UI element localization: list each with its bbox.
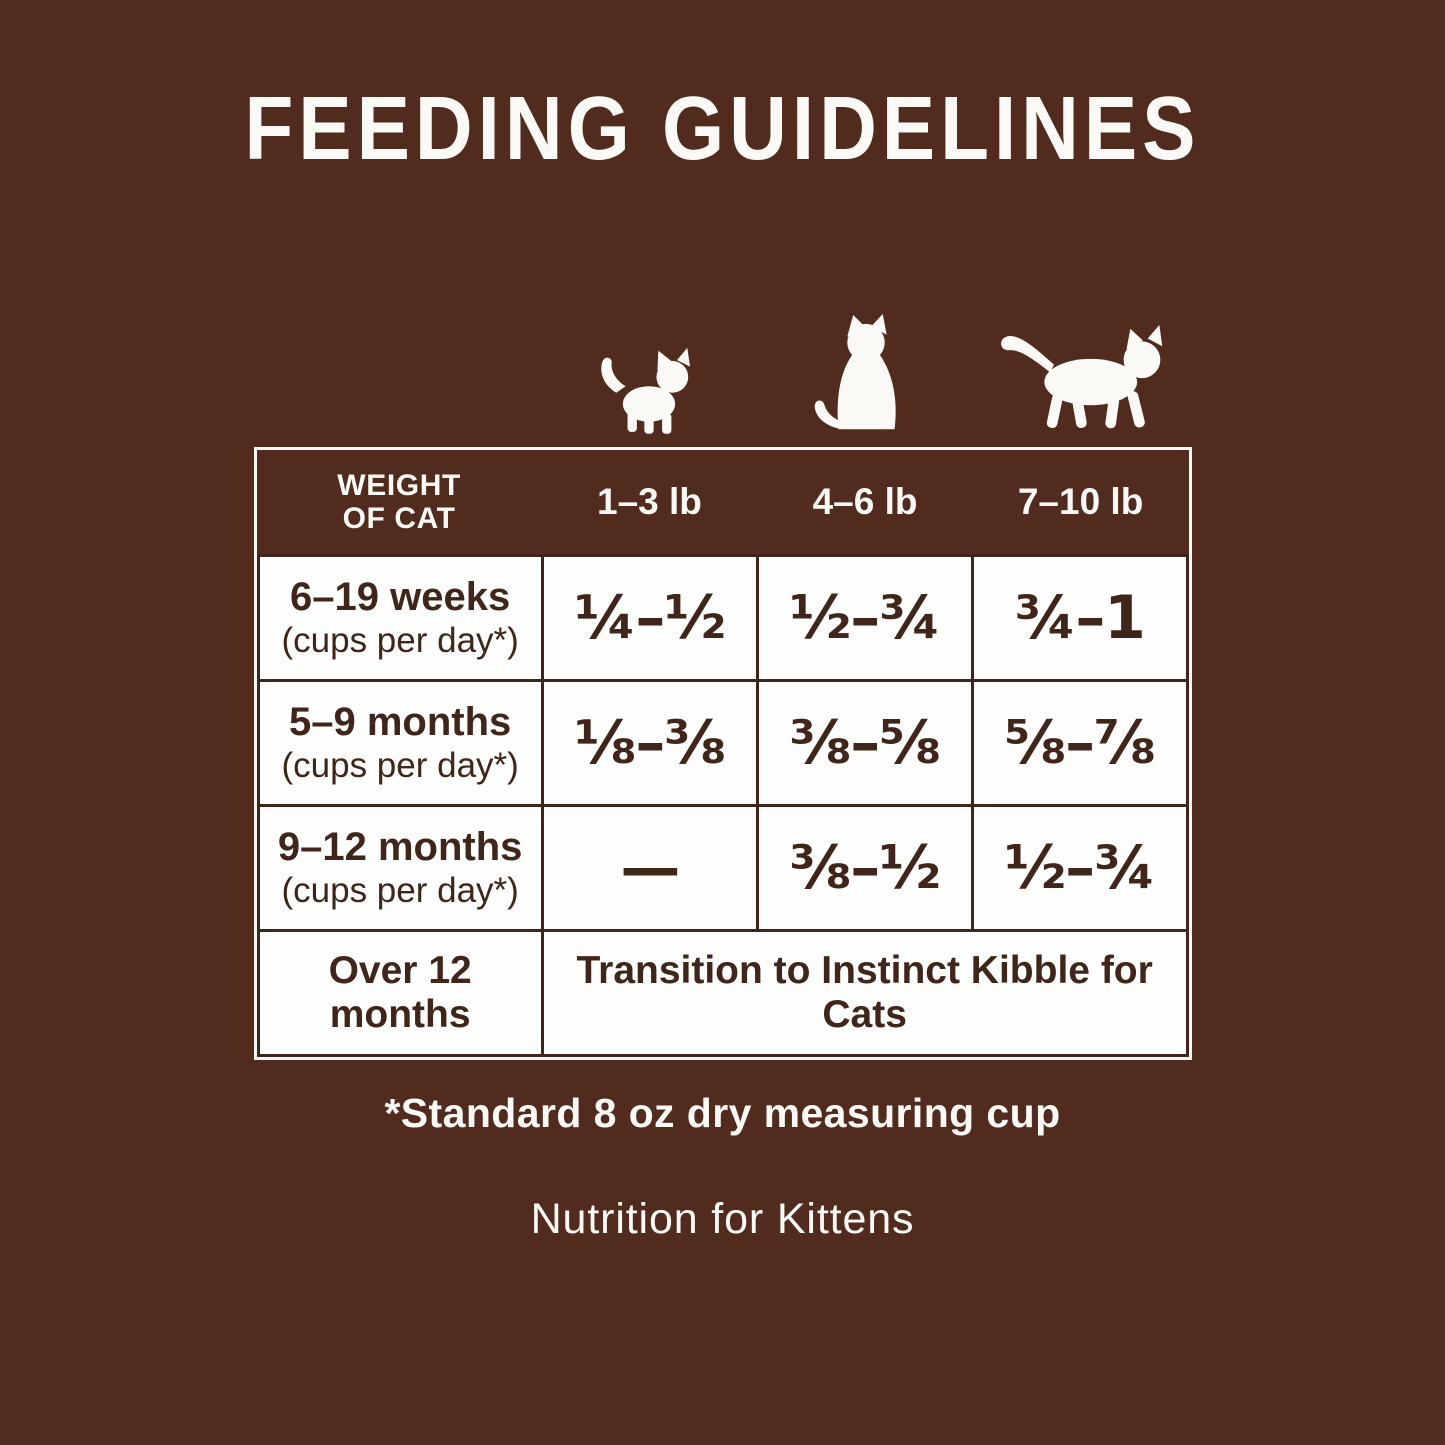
feeding-amount-cell: ⅛–⅜ bbox=[540, 679, 759, 807]
feeding-amount-cell: ¾–1 bbox=[970, 554, 1189, 682]
cat-cell-small bbox=[541, 336, 758, 442]
row-header-6-19-weeks: 6–19 weeks (cups per day*) bbox=[256, 554, 544, 682]
table-row-5-9-months: 5–9 months (cups per day*) ⅛–⅜ ⅜–⅝ ⅝–⅞ bbox=[256, 679, 1189, 807]
cat-size-icons-row bbox=[254, 304, 1192, 442]
page-title: FEEDING GUIDELINES bbox=[244, 78, 1201, 179]
cat-cell-medium bbox=[757, 314, 974, 442]
column-header-7-10lb: 7–10 lb bbox=[1017, 481, 1144, 522]
table-row-over-12-months: Over 12 months Transition to Instinct Ki… bbox=[256, 929, 1189, 1057]
row-header-over-12-months: Over 12 months bbox=[256, 929, 544, 1057]
measuring-cup-footnote: *Standard 8 oz dry measuring cup bbox=[384, 1090, 1061, 1136]
table-row-6-19-weeks: 6–19 weeks (cups per day*) ¼–½ ½–¾ ¾–1 bbox=[256, 554, 1189, 682]
nutrition-for-kittens-tagline: Nutrition for Kittens bbox=[530, 1195, 915, 1243]
feeding-amount-cell: ½–¾ bbox=[970, 804, 1189, 932]
age-range-label: 9–12 months bbox=[277, 825, 523, 870]
feeding-amount-cell: ⅜–½ bbox=[755, 804, 974, 932]
row-header-5-9-months: 5–9 months (cups per day*) bbox=[256, 679, 544, 807]
sitting-cat-icon bbox=[814, 314, 896, 430]
table-row-9-12-months: 9–12 months (cups per day*) — ⅜–½ ½–¾ bbox=[256, 804, 1189, 932]
standing-kitten-icon bbox=[601, 347, 691, 434]
row-header-9-12-months: 9–12 months (cups per day*) bbox=[256, 804, 544, 932]
transition-instruction-cell: Transition to Instinct Kibble for Cats bbox=[540, 929, 1189, 1057]
weight-of-cat-label: WEIGHT OF CAT bbox=[337, 469, 461, 535]
feeding-amount-cell: ⅜–⅝ bbox=[755, 679, 974, 807]
cups-per-day-label: (cups per day*) bbox=[281, 871, 519, 911]
feeding-amount-cell: ⅝–⅞ bbox=[970, 679, 1189, 807]
feeding-amount-cell: — bbox=[540, 804, 759, 932]
feeding-table-body: 6–19 weeks (cups per day*) ¼–½ ½–¾ ¾–1 5… bbox=[256, 554, 1189, 1057]
age-range-label: 6–19 weeks bbox=[290, 575, 511, 620]
column-header-weight-of-cat: WEIGHT OF CAT bbox=[257, 450, 542, 554]
column-header-1-3lb: 1–3 lb bbox=[597, 481, 702, 522]
feeding-table-header: WEIGHT OF CAT 1–3 lb 4–6 lb 7–10 lb bbox=[256, 450, 1189, 554]
walking-cat-icon bbox=[1000, 325, 1163, 429]
feeding-table: WEIGHT OF CAT 1–3 lb 4–6 lb 7–10 lb 6–19… bbox=[253, 447, 1192, 1060]
cups-per-day-label: (cups per day*) bbox=[281, 621, 519, 661]
column-header-4-6lb: 4–6 lb bbox=[812, 481, 918, 522]
feeding-amount-cell: ½–¾ bbox=[755, 554, 974, 682]
cups-per-day-label: (cups per day*) bbox=[281, 746, 519, 786]
feeding-amount-cell: ¼–½ bbox=[540, 554, 759, 682]
cat-cell-large bbox=[974, 324, 1191, 442]
age-range-label: 5–9 months bbox=[289, 700, 512, 745]
